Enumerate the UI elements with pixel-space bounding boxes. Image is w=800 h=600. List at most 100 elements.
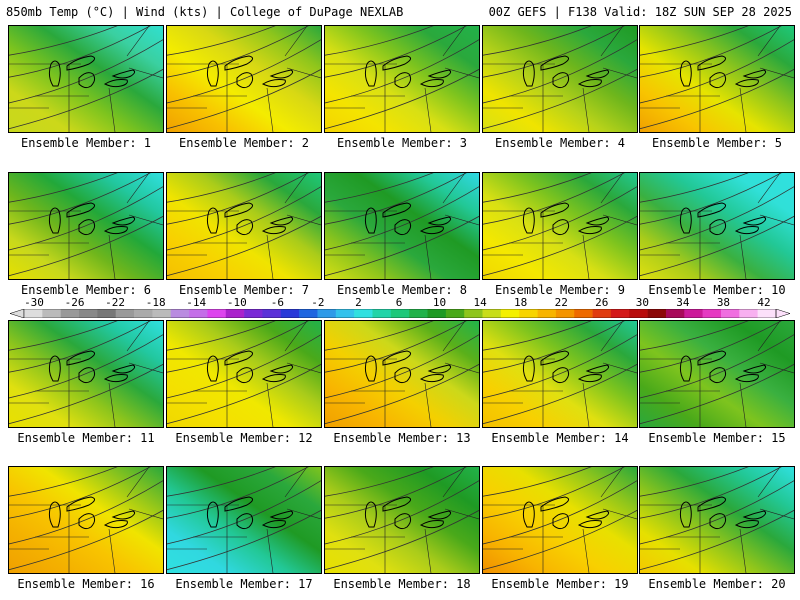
colorbar-swatch (170, 309, 190, 318)
colorbar-swatch (225, 309, 245, 318)
colorbar-swatch (262, 309, 282, 318)
ensemble-member-label: Ensemble Member: 19 (491, 577, 629, 591)
colorbar-swatch (115, 309, 135, 318)
colorbar-tick-label: -10 (226, 296, 247, 309)
colorbar-swatch (409, 309, 428, 318)
colorbar-tick-label: 18 (514, 296, 528, 309)
ensemble-member-map (324, 320, 480, 428)
colorbar-swatch (684, 309, 703, 318)
colorbar-swatch (500, 309, 520, 318)
colorbar-swatch (244, 309, 263, 318)
colorbar-swatch (335, 309, 355, 318)
colorbar-low-arrow (10, 309, 25, 318)
ensemble-member-label: Ensemble Member: 3 (336, 136, 468, 150)
colorbar-tick-label: 14 (473, 296, 487, 309)
colorbar-swatch (299, 309, 318, 318)
colorbar-tick-label: -22 (105, 296, 126, 309)
colorbar-swatch (757, 309, 777, 318)
ensemble-member-map (639, 320, 795, 428)
colorbar-swatch (189, 309, 208, 318)
colorbar-tick-label: 26 (595, 296, 609, 309)
ensemble-member-map (639, 466, 795, 574)
header-title-left: 850mb Temp (°C) | Wind (kts) | College o… (6, 5, 404, 19)
colorbar-swatch (739, 309, 758, 318)
ensemble-member-map (324, 466, 480, 574)
ensemble-member-label: Ensemble Member: 10 (648, 283, 786, 297)
ensemble-member-label: Ensemble Member: 6 (20, 283, 152, 297)
colorbar-tick-label: -26 (64, 296, 85, 309)
ensemble-member-label: Ensemble Member: 1 (20, 136, 152, 150)
colorbar-tick-label: 30 (635, 296, 649, 309)
ensemble-member-label: Ensemble Member: 2 (178, 136, 310, 150)
ensemble-member-label: Ensemble Member: 5 (651, 136, 783, 150)
ensemble-member-map (166, 466, 322, 574)
colorbar-tick-label: -30 (24, 296, 44, 309)
colorbar-swatch (482, 309, 502, 318)
ensemble-member-map (482, 320, 638, 428)
ensemble-member-map (166, 25, 322, 133)
colorbar-swatch (60, 309, 80, 318)
colorbar-swatch (537, 309, 557, 318)
colorbar-swatch (519, 309, 538, 318)
ensemble-member-map (482, 172, 638, 280)
colorbar-swatch (629, 309, 648, 318)
colorbar-tick-label: 38 (716, 296, 731, 309)
ensemble-member-label: Ensemble Member: 17 (175, 577, 313, 591)
colorbar-tick-label: 34 (676, 296, 690, 309)
ensemble-member-label: Ensemble Member: 16 (17, 577, 155, 591)
colorbar-swatch (354, 309, 373, 318)
ensemble-member-map (324, 172, 480, 280)
colorbar-tick-label: -14 (186, 296, 207, 309)
colorbar-swatch (720, 309, 740, 318)
ensemble-member-map (166, 172, 322, 280)
ensemble-member-map (482, 466, 638, 574)
ensemble-member-map (639, 172, 795, 280)
colorbar-tick-label: 42 (757, 296, 771, 309)
ensemble-member-label: Ensemble Member: 12 (175, 431, 313, 445)
colorbar-swatch (97, 309, 117, 318)
colorbar-high-arrow (775, 309, 790, 318)
colorbar-swatch (207, 309, 227, 318)
ensemble-member-map (8, 320, 164, 428)
colorbar-swatch (317, 309, 337, 318)
colorbar-swatch (152, 309, 172, 318)
ensemble-member-map (166, 320, 322, 428)
ensemble-member-label: Ensemble Member: 15 (648, 431, 786, 445)
colorbar-swatch (610, 309, 630, 318)
ensemble-member-map (8, 466, 164, 574)
colorbar-tick-label: -6 (270, 296, 284, 309)
colorbar-tick-label: 22 (554, 296, 568, 309)
colorbar-swatch (390, 309, 410, 318)
colorbar-swatch (372, 309, 392, 318)
colorbar-tick-label: -2 (311, 296, 325, 309)
ensemble-member-label: Ensemble Member: 7 (178, 283, 310, 297)
colorbar-swatch (445, 309, 465, 318)
ensemble-member-map (639, 25, 795, 133)
colorbar-swatch (42, 309, 61, 318)
colorbar-swatch (555, 309, 575, 318)
colorbar-swatch (592, 309, 612, 318)
colorbar-tick-label: 10 (432, 296, 447, 309)
header-title-right: 00Z GEFS | F138 Valid: 18Z SUN SEP 28 20… (488, 5, 792, 19)
ensemble-member-label: Ensemble Member: 18 (333, 577, 471, 591)
colorbar-swatch (647, 309, 667, 318)
colorbar-swatch (79, 309, 98, 318)
ensemble-member-label: Ensemble Member: 9 (494, 283, 626, 297)
ensemble-member-map (324, 25, 480, 133)
ensemble-member-label: Ensemble Member: 20 (648, 577, 786, 591)
colorbar-swatch (574, 309, 593, 318)
colorbar-swatch (280, 309, 300, 318)
colorbar-swatch (134, 309, 153, 318)
colorbar-tick-label: 2 (355, 296, 362, 309)
temperature-colorbar (10, 309, 790, 318)
ensemble-member-label: Ensemble Member: 4 (494, 136, 626, 150)
ensemble-member-label: Ensemble Member: 11 (17, 431, 155, 445)
colorbar-swatch (24, 309, 43, 318)
colorbar-tick-labels: -30 -26 -22 -18 -14 -10 -6 -2 2 6 10 14 18 22 26 30 34 38… (0, 296, 800, 309)
colorbar-swatch (702, 309, 722, 318)
colorbar-swatch (665, 309, 685, 318)
ensemble-member-label: Ensemble Member: 8 (336, 283, 468, 297)
ensemble-member-map (8, 172, 164, 280)
ensemble-member-map (482, 25, 638, 133)
colorbar-swatch (427, 309, 447, 318)
